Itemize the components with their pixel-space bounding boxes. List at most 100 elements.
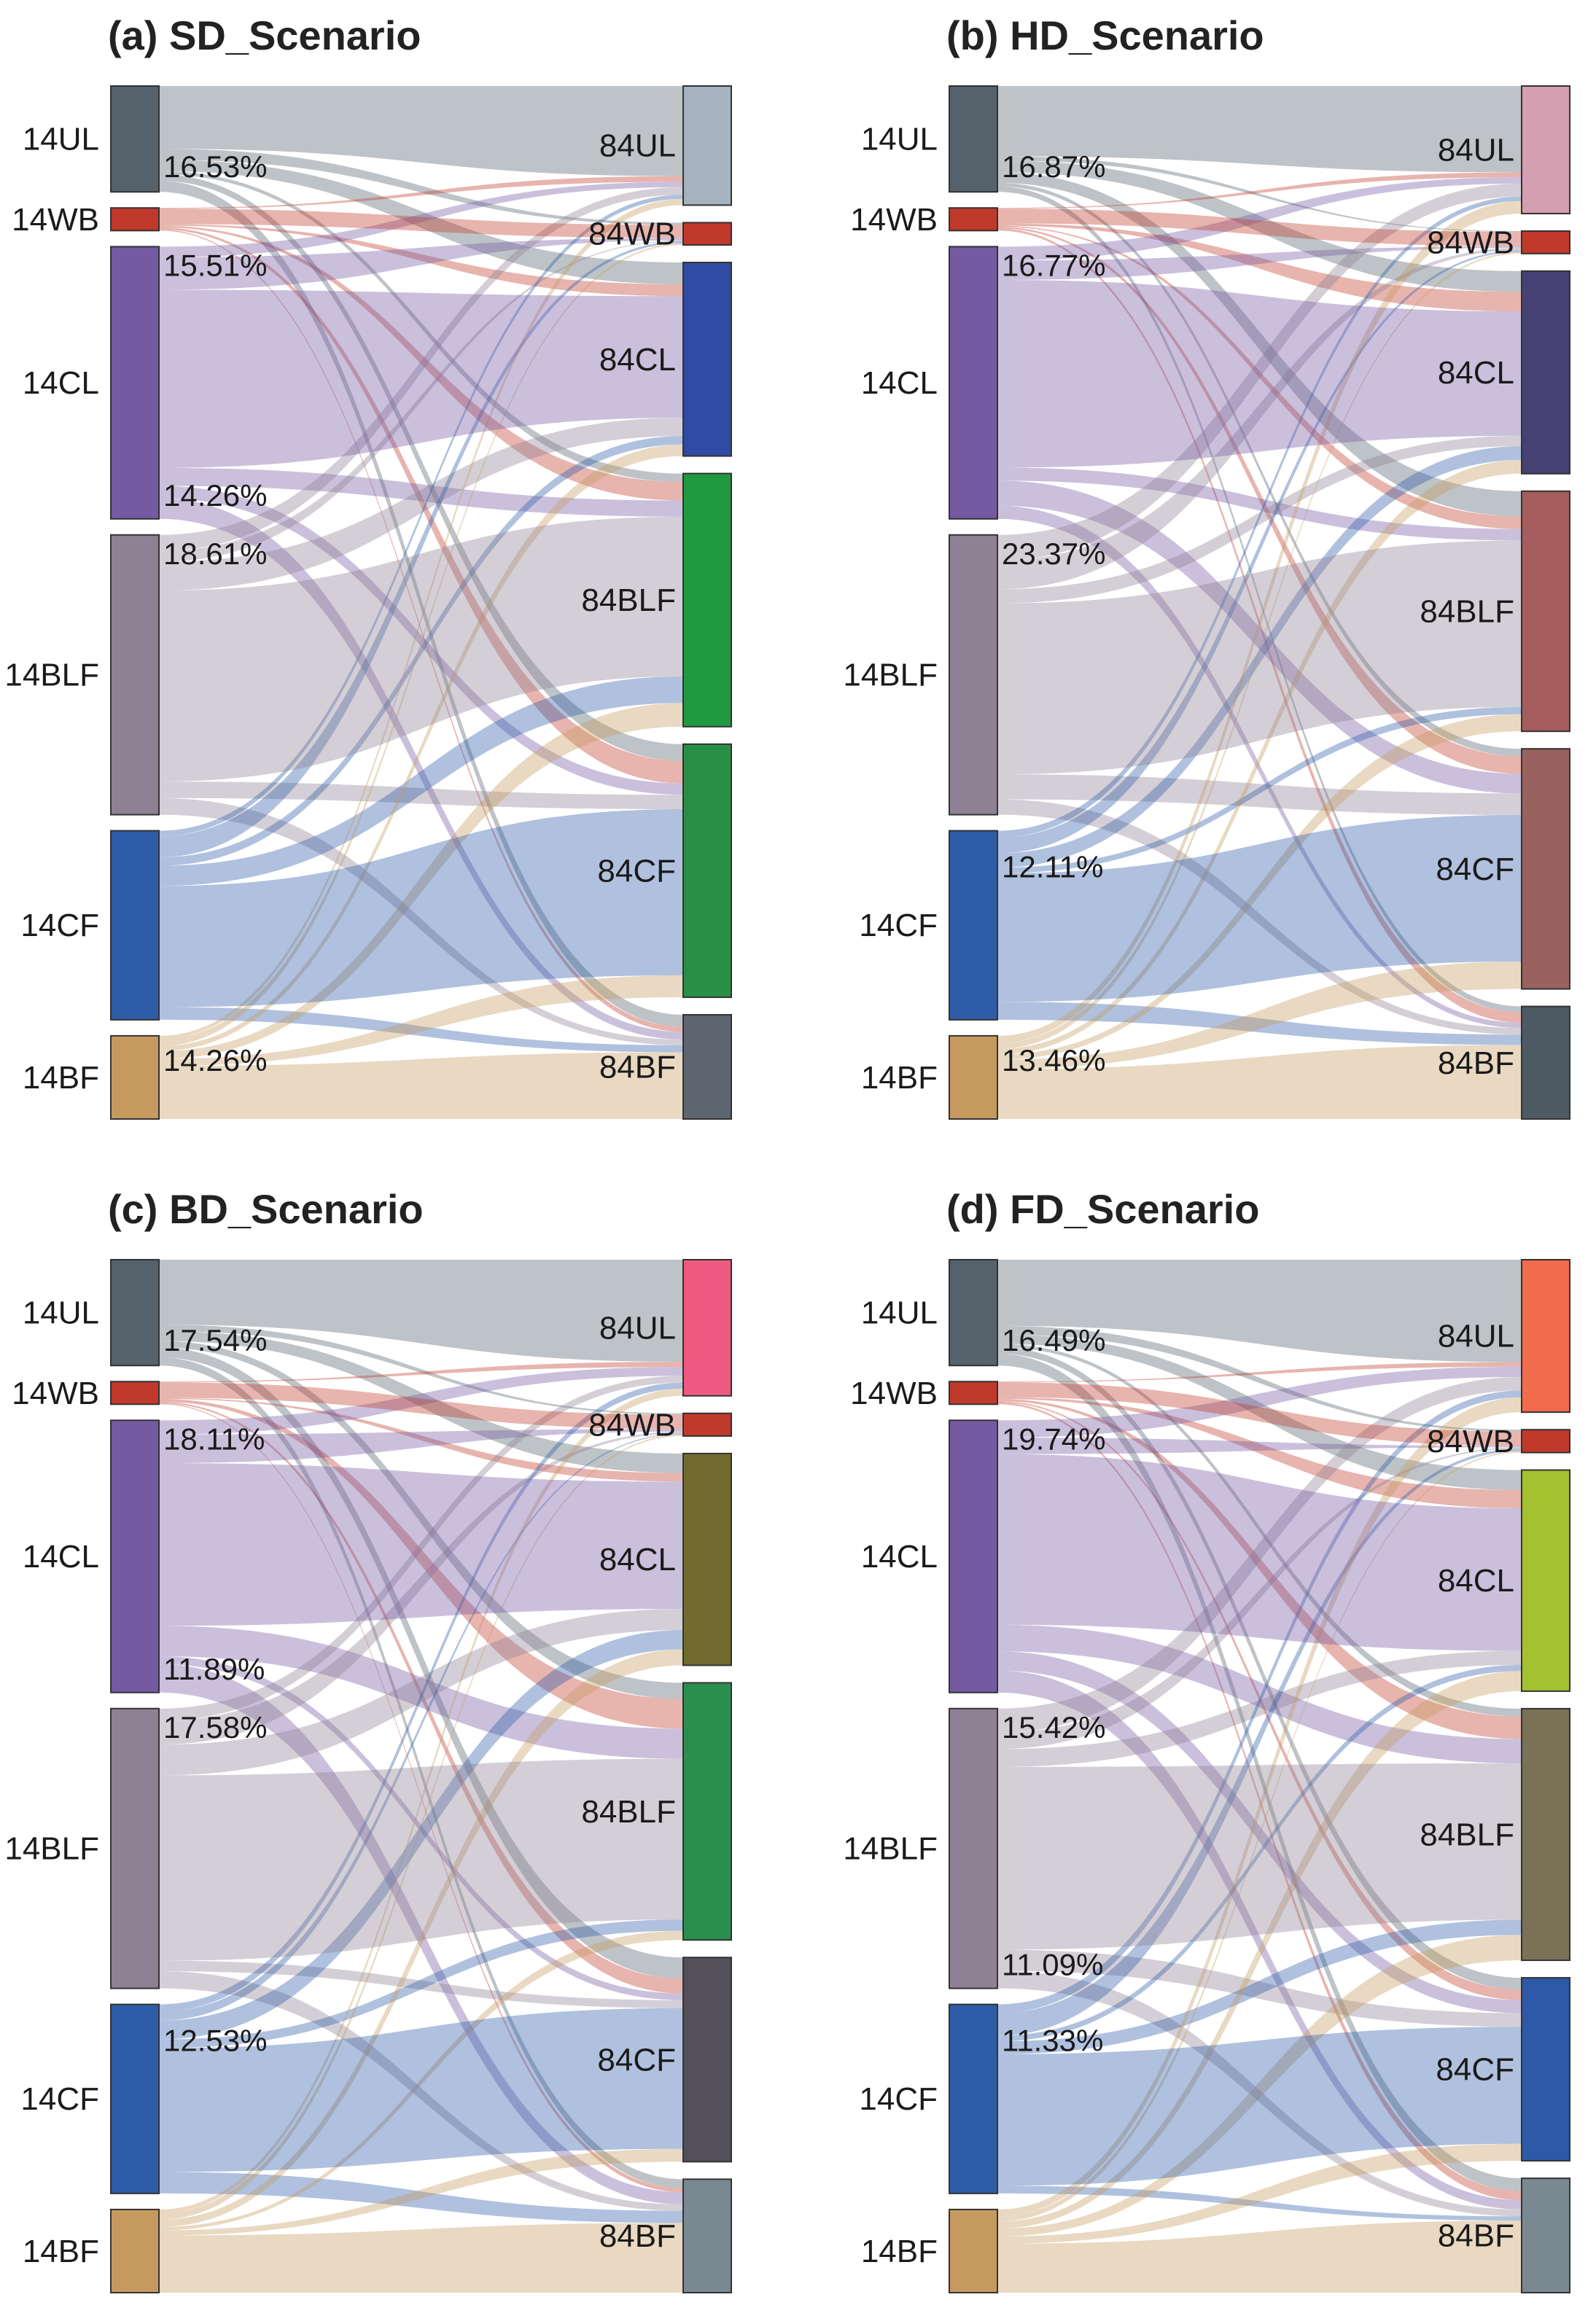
flows bbox=[159, 86, 683, 1119]
flow-14WB-to-84BF bbox=[159, 229, 683, 1032]
target-node-84BF bbox=[1521, 1005, 1570, 1120]
flow-14CL-to-84BF bbox=[159, 1664, 683, 2204]
flow-percentage-label: 18.61% bbox=[163, 537, 267, 571]
flow-14WB-to-84CL bbox=[159, 224, 683, 297]
target-label-84CL: 84CL bbox=[599, 342, 676, 378]
flow-14BF-to-84CL bbox=[159, 444, 683, 1051]
source-node-14BF bbox=[949, 2208, 998, 2294]
flow-percentage-label: 11.89% bbox=[163, 1652, 265, 1686]
sankey-panel-3: (c) BD_Scenario 14UL 14WB 14CL 14BLF 14CF 14BF… bbox=[4, 1186, 732, 2294]
flow-14UL-to-84BLF bbox=[159, 1341, 683, 1699]
flow-14BLF-to-84BF bbox=[159, 798, 683, 1045]
flow-14BLF-to-84CF bbox=[159, 1960, 683, 2008]
flow-14CL-to-84WB bbox=[159, 1429, 683, 1463]
flow-14BLF-to-84UL bbox=[159, 1376, 683, 1721]
target-node-84CF bbox=[1521, 1977, 1570, 2162]
source-node-14CF bbox=[949, 830, 998, 1021]
flow-14CL-to-84UL bbox=[159, 182, 683, 257]
flow-14CL-to-84BLF bbox=[997, 1624, 1522, 1763]
flow-14UL-to-84BF bbox=[997, 1354, 1522, 2191]
flow-14CF-to-84BF bbox=[159, 1007, 683, 1053]
flow-14BLF-to-84CL bbox=[997, 1650, 1522, 1767]
target-node-84WB bbox=[1521, 230, 1570, 254]
panel-title: (a) SD_Scenario bbox=[108, 12, 421, 58]
flow-14UL-to-84BF bbox=[997, 186, 1522, 1013]
source-label-14CF: 14CF bbox=[20, 2081, 99, 2117]
flow-14BLF-to-84WB bbox=[159, 1431, 683, 1745]
source-label-14UL: 14UL bbox=[861, 122, 938, 157]
flow-14UL-to-84BLF bbox=[997, 172, 1522, 517]
flow-14UL-to-84WB bbox=[159, 149, 683, 225]
source-node-14CF bbox=[949, 2003, 998, 2194]
target-label-84CF: 84CF bbox=[597, 2042, 676, 2078]
target-label-84CF: 84CF bbox=[1436, 851, 1514, 887]
flow-14CL-to-84CL bbox=[997, 1454, 1522, 1651]
flow-14BLF-to-84UL bbox=[997, 183, 1522, 561]
target-node-84CF bbox=[682, 743, 732, 999]
target-node-84CL bbox=[1521, 270, 1570, 475]
flow-14BLF-to-84UL bbox=[159, 187, 683, 551]
flow-14WB-to-84CF bbox=[159, 1401, 683, 1994]
target-label-84UL: 84UL bbox=[599, 128, 676, 164]
flow-percentage-label: 18.11% bbox=[163, 1422, 265, 1456]
target-node-84BLF bbox=[682, 472, 732, 728]
flow-14WB-to-84CL bbox=[159, 1397, 683, 1482]
flow-14UL-to-84CL bbox=[997, 160, 1522, 292]
flow-14BF-to-84BF bbox=[159, 2223, 683, 2293]
flow-14CF-to-84WB bbox=[997, 250, 1522, 854]
flow-14WB-to-84UL bbox=[159, 1362, 683, 1383]
source-label-14UL: 14UL bbox=[23, 1295, 99, 1331]
source-node-14WB bbox=[110, 1381, 160, 1405]
source-label-14CL: 14CL bbox=[861, 365, 938, 401]
flow-14WB-to-84WB bbox=[159, 1382, 683, 1430]
target-label-84BF: 84BF bbox=[1438, 1045, 1514, 1081]
source-label-14WB: 14WB bbox=[12, 202, 99, 238]
flow-14WB-to-84BLF bbox=[159, 1398, 683, 1729]
source-node-14BF bbox=[949, 1034, 998, 1120]
target-label-84CL: 84CL bbox=[1438, 355, 1514, 391]
target-label-84CF: 84CF bbox=[1436, 2052, 1514, 2088]
source-node-14BLF bbox=[949, 534, 998, 816]
flow-14BF-to-84BLF bbox=[997, 714, 1522, 1060]
flow-14CL-to-84CF bbox=[159, 486, 683, 795]
target-label-84BLF: 84BLF bbox=[1420, 594, 1514, 630]
target-label-84WB: 84WB bbox=[588, 1407, 676, 1443]
flow-14CL-to-84CF bbox=[159, 1656, 683, 2000]
flow-percentage-label: 23.37% bbox=[1002, 537, 1105, 571]
source-node-14CL bbox=[949, 1419, 998, 1693]
flows bbox=[997, 86, 1522, 1119]
flow-14UL-to-84BF bbox=[159, 180, 683, 1027]
flow-14UL-to-84CF bbox=[159, 174, 683, 761]
panel-title: (d) FD_Scenario bbox=[946, 1186, 1259, 1232]
flow-percentage-label: 16.53% bbox=[163, 149, 267, 184]
target-node-84CL bbox=[682, 262, 732, 457]
source-label-14BF: 14BF bbox=[23, 2234, 99, 2269]
flow-14BF-to-84CF bbox=[159, 975, 683, 1067]
flow-14CF-to-84CL bbox=[997, 446, 1522, 868]
source-label-14BLF: 14BLF bbox=[4, 658, 99, 693]
target-node-84UL bbox=[682, 1259, 732, 1397]
flow-percentage-label: 11.33% bbox=[1002, 2024, 1103, 2058]
flow-14BF-to-84CF bbox=[997, 962, 1522, 1069]
flow-14CF-to-84BLF bbox=[997, 706, 1522, 873]
flows bbox=[159, 1260, 683, 2293]
flow-14BLF-to-84CL bbox=[159, 418, 683, 591]
flow-14WB-to-84CL bbox=[997, 223, 1522, 312]
flow-14BF-to-84CF bbox=[997, 2143, 1522, 2244]
target-node-84BLF bbox=[1521, 490, 1570, 733]
flow-14BLF-to-84CF bbox=[997, 774, 1522, 815]
source-node-14WB bbox=[949, 1381, 998, 1405]
flow-14UL-to-84BF bbox=[159, 1357, 683, 2188]
flow-14BF-to-84WB bbox=[159, 243, 683, 1047]
flow-14CL-to-84CL bbox=[159, 289, 683, 468]
flow-14CF-to-84UL bbox=[997, 196, 1522, 838]
flow-14UL-to-84WB bbox=[997, 1325, 1522, 1432]
flow-14CF-to-84BLF bbox=[997, 1919, 1522, 2054]
flow-14BF-to-84WB bbox=[997, 251, 1522, 1049]
flow-14CL-to-84BLF bbox=[997, 467, 1522, 541]
flow-14CL-to-84WB bbox=[997, 1437, 1522, 1454]
flow-14BF-to-84CL bbox=[997, 1671, 1522, 2229]
flow-14CL-to-84UL bbox=[997, 1366, 1522, 1438]
flow-14WB-to-84BF bbox=[159, 1403, 683, 2193]
flow-14CL-to-84UL bbox=[997, 177, 1522, 261]
